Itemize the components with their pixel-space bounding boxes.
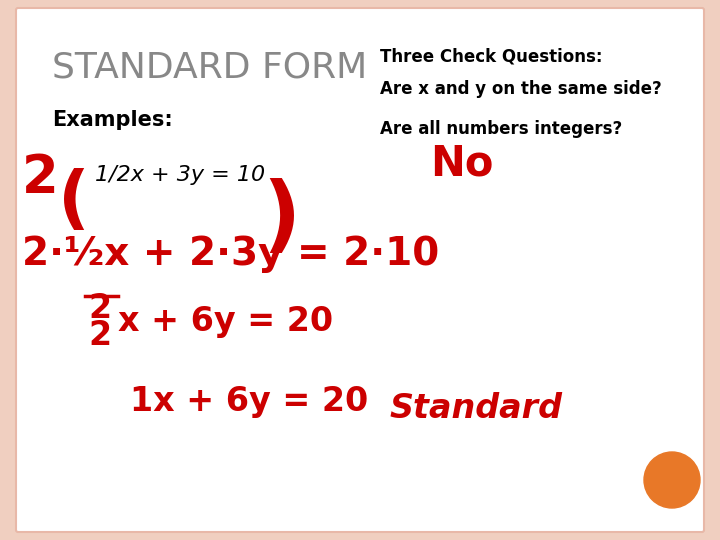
Text: STANDARD FORM: STANDARD FORM	[52, 50, 367, 84]
Text: 2: 2	[88, 319, 111, 352]
Text: 2: 2	[22, 152, 59, 204]
FancyBboxPatch shape	[16, 8, 704, 532]
Circle shape	[644, 452, 700, 508]
Text: Are x and y on the same side?: Are x and y on the same side?	[380, 80, 662, 98]
Text: Are all numbers integers?: Are all numbers integers?	[380, 120, 622, 138]
Text: ): )	[262, 178, 300, 259]
Text: Examples:: Examples:	[52, 110, 173, 130]
Text: (: (	[58, 168, 90, 235]
Text: Standard: Standard	[390, 392, 563, 425]
Text: 2: 2	[88, 292, 111, 325]
Text: x + 6y = 20: x + 6y = 20	[118, 305, 333, 338]
Text: 2·½x + 2·3y = 2·10: 2·½x + 2·3y = 2·10	[22, 235, 439, 273]
Text: 1/2x + 3y = 10: 1/2x + 3y = 10	[95, 165, 265, 185]
Text: No: No	[430, 143, 493, 185]
Text: Three Check Questions:: Three Check Questions:	[380, 48, 603, 66]
Text: 1x + 6y = 20: 1x + 6y = 20	[130, 385, 368, 418]
